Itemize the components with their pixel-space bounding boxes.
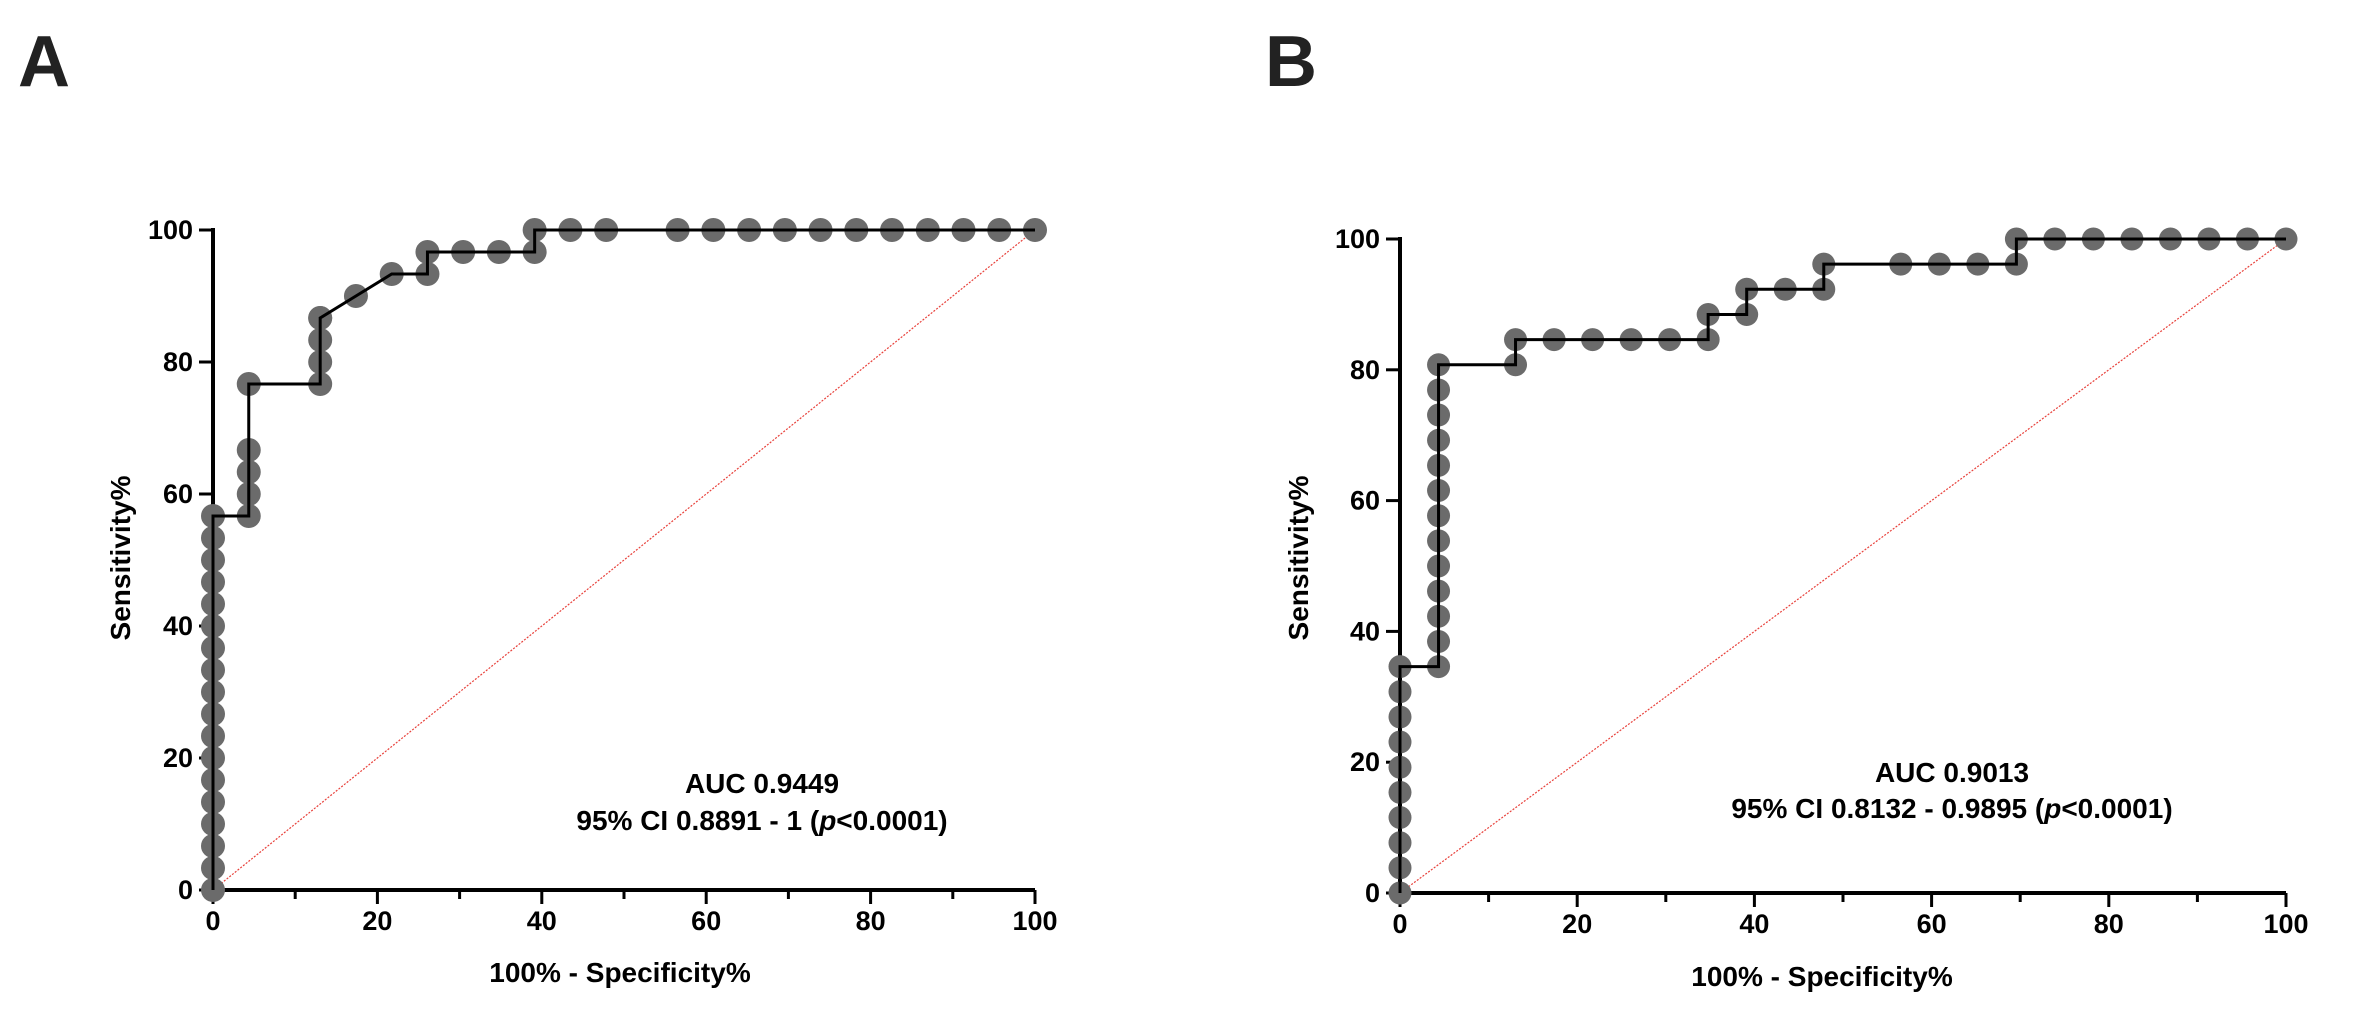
y-tick-label: 40 (1350, 616, 1380, 646)
x-tick-label: 40 (1739, 909, 1769, 939)
y-tick-label: 40 (163, 611, 193, 641)
roc-curve-line (211, 228, 1035, 890)
x-tick-label: 0 (1392, 909, 1407, 939)
y-tick-label: 20 (1350, 747, 1380, 777)
y-axis-label-b: Sensitivity% (1283, 475, 1314, 640)
panel-letter-a: A (18, 22, 70, 102)
y-tick-label: 80 (163, 347, 193, 377)
y-tick-label: 60 (1350, 486, 1380, 516)
reference-diagonal-line (1399, 238, 2287, 894)
x-tick-label: 60 (691, 906, 721, 936)
y-tick-label: 0 (178, 875, 193, 905)
y-tick-label: 80 (1350, 355, 1380, 385)
y-tick-label: 100 (148, 215, 193, 245)
x-tick-label: 100 (1012, 906, 1057, 936)
auc-label-b: AUC 0.9013 (1875, 757, 2029, 788)
x-tick-label: 20 (362, 906, 392, 936)
plot-area-a: 0 20 40 60 80 100 0 20 40 60 80 100 (148, 215, 1058, 936)
x-tick-label: 40 (527, 906, 557, 936)
panel-a: A 0 20 40 60 80 100 0 20 40 60 80 100 100% - Specif… (18, 22, 1058, 988)
panel-b: B 0 20 40 60 80 100 0 20 40 60 80 100 100% - Specif… (1265, 22, 2309, 992)
plot-area-b: 0 20 40 60 80 100 0 20 40 60 80 100 (1335, 224, 2309, 939)
x-tick-label: 0 (205, 906, 220, 936)
roc-curve-line (1398, 237, 2286, 893)
y-tick-label: 20 (163, 743, 193, 773)
x-axis-label-b: 100% - Specificity% (1691, 961, 1953, 992)
x-tick-label: 100 (2263, 909, 2308, 939)
ci-label-a: 95% CI 0.8891 - 1 (p<0.0001) (576, 805, 947, 836)
x-tick-label: 60 (1917, 909, 1947, 939)
auc-label-a: AUC 0.9449 (685, 768, 839, 799)
panel-letter-b: B (1265, 22, 1317, 102)
ci-label-b: 95% CI 0.8132 - 0.9895 (p<0.0001) (1731, 793, 2172, 824)
x-tick-label: 80 (856, 906, 886, 936)
y-axis-label-a: Sensitivity% (105, 475, 136, 640)
x-axis-label-a: 100% - Specificity% (489, 957, 751, 988)
y-tick-label: 0 (1365, 878, 1380, 908)
y-tick-label: 100 (1335, 224, 1380, 254)
reference-diagonal-line (212, 229, 1036, 891)
y-tick-label: 60 (163, 479, 193, 509)
x-tick-label: 20 (1562, 909, 1592, 939)
x-tick-label: 80 (2094, 909, 2124, 939)
